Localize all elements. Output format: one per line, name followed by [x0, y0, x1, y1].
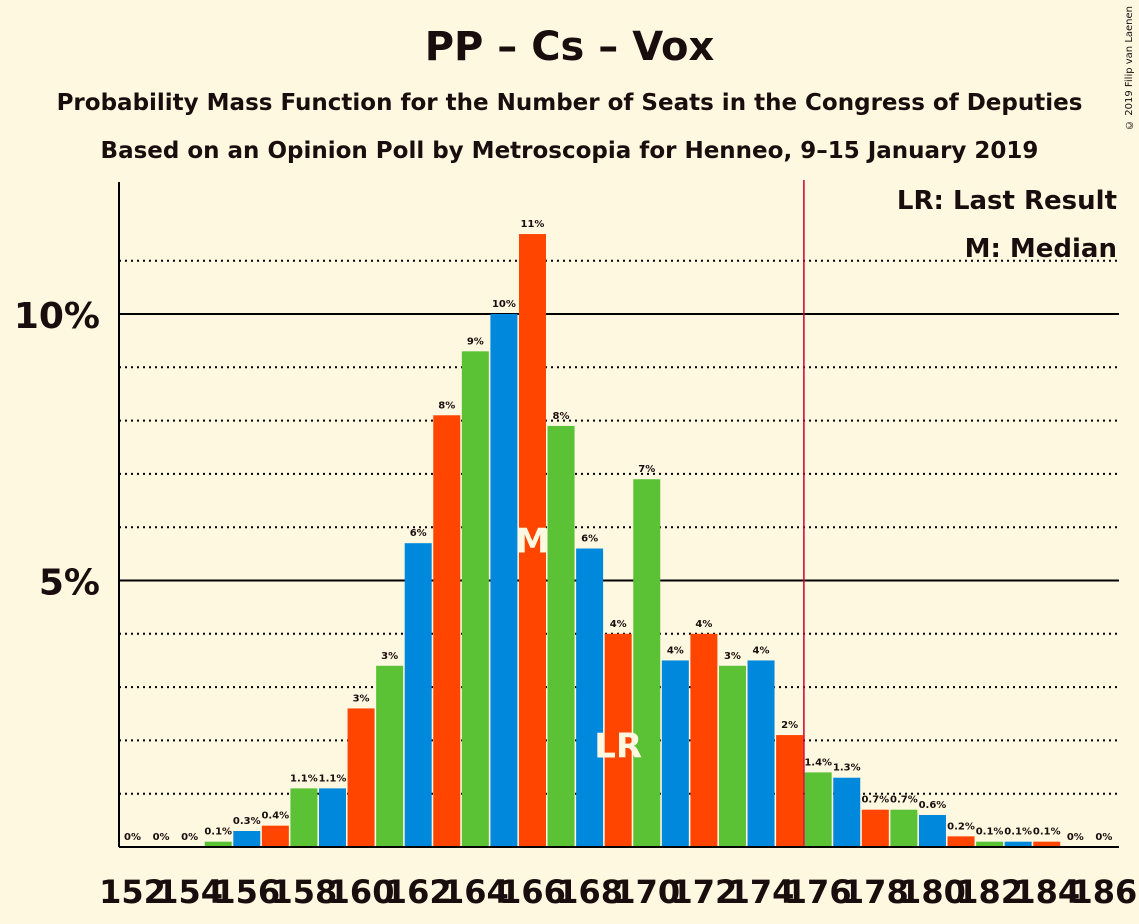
y-tick-label: 5% [39, 563, 100, 604]
bar-179 [890, 809, 918, 847]
bar-176 [804, 772, 832, 847]
data-label-161: 3% [381, 651, 398, 662]
x-tick-label: 164 [442, 873, 509, 911]
data-label-186: 0% [1095, 832, 1112, 843]
data-label-179: 0.7% [890, 795, 918, 806]
bar-180 [918, 815, 946, 847]
x-tick-label: 154 [156, 873, 223, 911]
bar-174 [747, 660, 775, 847]
data-label-185: 0% [1067, 832, 1084, 843]
bar-167 [547, 425, 575, 847]
x-tick-label: 166 [499, 873, 566, 911]
bar-182 [976, 841, 1004, 847]
x-tick-label: 174 [728, 873, 795, 911]
data-label-184: 0.1% [1033, 827, 1061, 838]
data-label-156: 0.3% [233, 816, 261, 827]
data-label-163: 8% [438, 400, 455, 411]
bar-161 [376, 665, 404, 847]
bar-178 [861, 809, 889, 847]
data-label-181: 0.2% [947, 821, 975, 832]
data-label-172: 4% [695, 619, 712, 630]
bar-183 [1004, 841, 1032, 847]
bar-181 [947, 836, 975, 847]
data-label-166: 11% [521, 219, 545, 230]
bar-171 [661, 660, 689, 847]
data-label-154: 0% [181, 832, 198, 843]
data-label-170: 7% [638, 464, 655, 475]
data-label-175: 2% [781, 720, 798, 731]
x-tick-label: 158 [271, 873, 338, 911]
bar-159 [318, 788, 346, 847]
data-label-182: 0.1% [976, 827, 1004, 838]
data-label-155: 0.1% [204, 827, 232, 838]
bar-157 [261, 825, 289, 847]
bar-168 [576, 548, 604, 847]
bar-155 [204, 841, 232, 847]
data-label-178: 0.7% [861, 795, 889, 806]
data-label-152: 0% [124, 832, 141, 843]
bar-164 [461, 351, 489, 847]
bar-162 [404, 543, 432, 847]
bar-172 [690, 633, 718, 847]
data-label-167: 8% [553, 411, 570, 422]
bar-177 [833, 777, 861, 847]
last-result-marker: LR [594, 727, 642, 767]
x-tick-label: 172 [671, 873, 738, 911]
bar-163 [433, 415, 461, 847]
x-tick-label: 186 [1070, 873, 1137, 911]
legend-median: M: Median [965, 234, 1117, 264]
y-tick-label: 10% [14, 296, 100, 337]
data-label-158: 1.1% [290, 773, 318, 784]
data-label-160: 3% [353, 693, 370, 704]
x-tick-label: 170 [613, 873, 680, 911]
bar-165 [490, 314, 518, 847]
data-label-169: 4% [610, 619, 627, 630]
data-label-174: 4% [753, 645, 770, 656]
data-label-177: 1.3% [833, 763, 861, 774]
x-tick-label: 180 [899, 873, 966, 911]
x-tick-label: 176 [785, 873, 852, 911]
x-tick-label: 156 [213, 873, 280, 911]
bar-170 [633, 479, 661, 847]
data-label-180: 0.6% [919, 800, 947, 811]
x-tick-label: 160 [328, 873, 395, 911]
data-label-162: 6% [410, 528, 427, 539]
data-label-159: 1.1% [319, 773, 347, 784]
x-tick-label: 168 [556, 873, 623, 911]
bar-173 [718, 665, 746, 847]
bar-156 [233, 831, 261, 847]
data-label-176: 1.4% [804, 757, 832, 768]
data-label-168: 6% [581, 534, 598, 545]
chart-title: PP – Cs – Vox [424, 24, 715, 70]
x-tick-label: 182 [956, 873, 1023, 911]
median-marker: M [516, 522, 550, 562]
bar-160 [347, 708, 375, 847]
bar-184 [1033, 841, 1061, 847]
x-tick-label: 184 [1013, 873, 1080, 911]
data-label-165: 10% [492, 299, 516, 310]
data-label-164: 9% [467, 336, 484, 347]
x-tick-label: 178 [842, 873, 909, 911]
bar-169 [604, 633, 632, 847]
data-label-171: 4% [667, 645, 684, 656]
x-tick-label: 162 [385, 873, 452, 911]
bar-175 [776, 735, 804, 847]
chart-subtitle: Probability Mass Function for the Number… [56, 90, 1083, 116]
data-label-183: 0.1% [1004, 827, 1032, 838]
bar-166 [518, 234, 546, 848]
data-label-157: 0.4% [261, 811, 289, 822]
chart-subtitle-source: Based on an Opinion Poll by Metroscopia … [100, 138, 1039, 164]
data-label-153: 0% [153, 832, 170, 843]
legend-last-result: LR: Last Result [897, 186, 1117, 216]
data-label-173: 3% [724, 651, 741, 662]
x-tick-label: 152 [99, 873, 166, 911]
bar-158 [290, 788, 318, 847]
